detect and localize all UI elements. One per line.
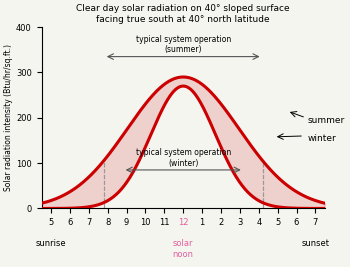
Title: Clear day solar radiation on 40° sloped surface
facing true south at 40° north l: Clear day solar radiation on 40° sloped … xyxy=(76,4,290,23)
Text: typical system operation
(summer): typical system operation (summer) xyxy=(135,35,231,54)
Text: typical system operation
(winter): typical system operation (winter) xyxy=(135,148,231,168)
Text: solar
noon: solar noon xyxy=(173,239,194,259)
Text: sunset: sunset xyxy=(301,239,329,248)
Text: winter: winter xyxy=(308,134,337,143)
Y-axis label: Solar radiation intensity (Btu/hr/sq.ft.): Solar radiation intensity (Btu/hr/sq.ft.… xyxy=(4,44,13,191)
Text: sunrise: sunrise xyxy=(36,239,66,248)
Text: summer: summer xyxy=(308,116,345,125)
